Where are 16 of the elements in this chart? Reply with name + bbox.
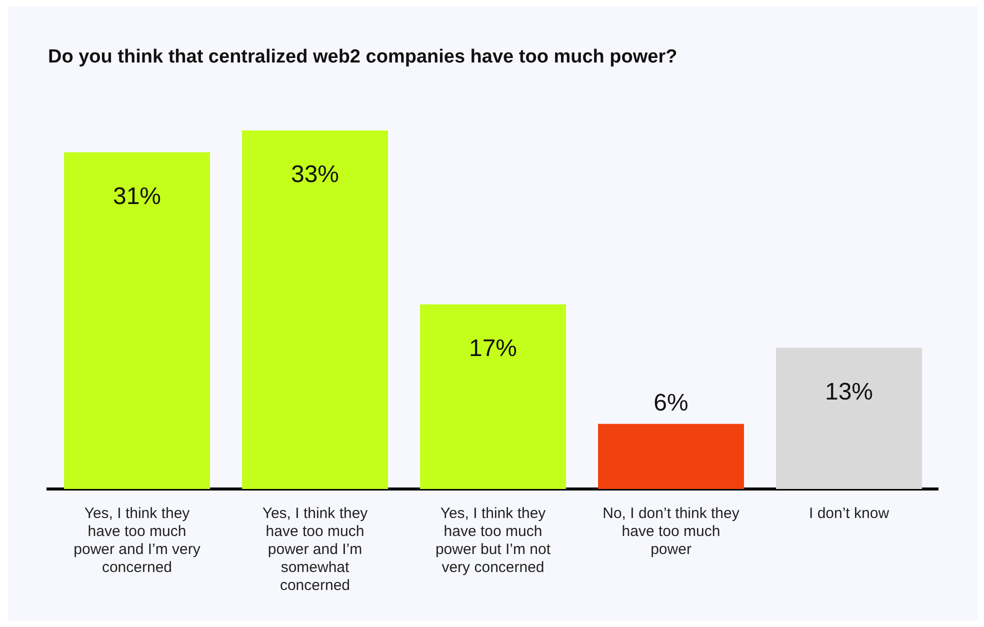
x-tick-label: Yes, I think they have too much power and I’m somewhat concerned [262,505,368,594]
data-label: 6% [654,389,688,416]
x-tick-label: No, I don’t think they have too much power [602,505,740,558]
data-label: 17% [468,334,518,362]
chart-title: Do you think that centralized web2 companies have too much power? [48,46,678,68]
bar [420,304,566,489]
bar [64,152,210,489]
data-label: 33% [290,161,340,188]
x-tick-label: I don’t know [808,505,890,522]
bar [598,424,744,489]
bar [776,348,922,489]
data-label: 13% [824,378,874,406]
bar [242,130,388,489]
data-label: 31% [112,182,162,210]
x-tick-label: Yes, I think they have too much power but I’m not very concerned [435,505,552,576]
x-tick-label: Yes, I think they have too much power and I’m very concerned [74,505,201,576]
